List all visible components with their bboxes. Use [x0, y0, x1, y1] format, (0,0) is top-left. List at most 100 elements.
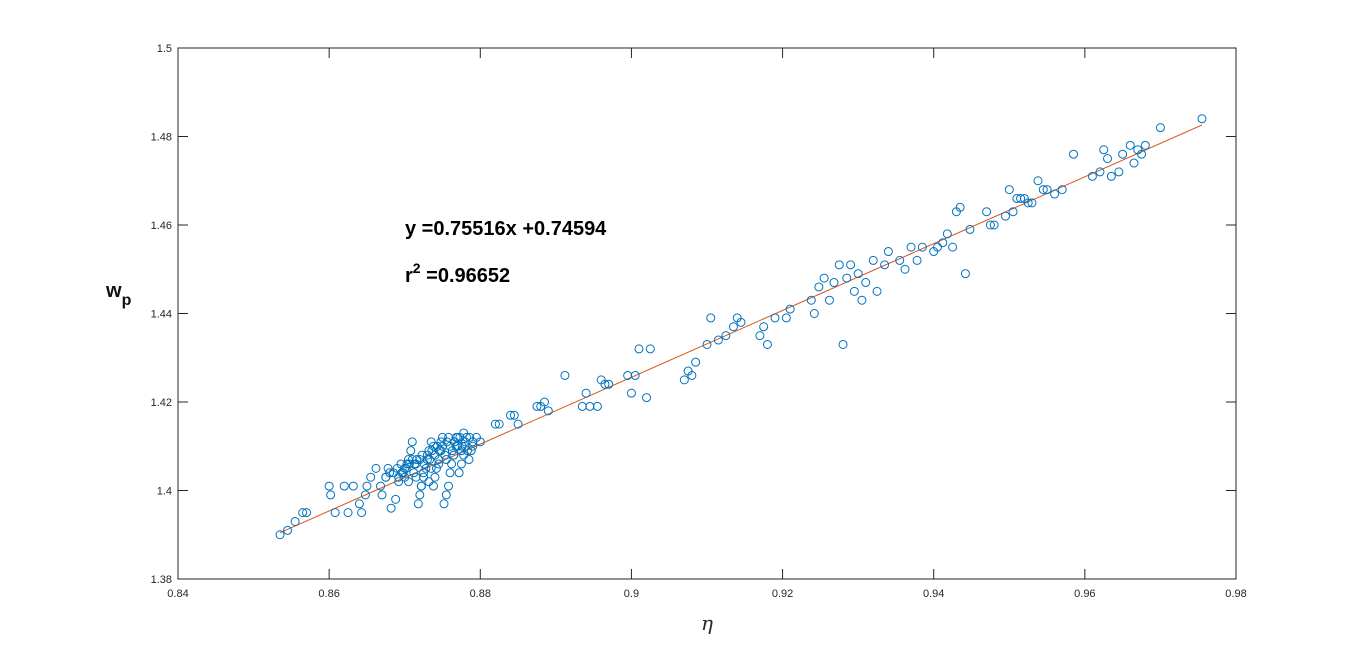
- data-point: [1033, 176, 1043, 186]
- data-point: [960, 269, 970, 279]
- x-tick-label: 0.86: [318, 588, 339, 600]
- data-point: [560, 370, 570, 380]
- data-point: [301, 508, 311, 518]
- data-point: [982, 207, 992, 217]
- data-point: [421, 463, 431, 473]
- data-point: [543, 406, 553, 416]
- r-squared-value: =0.96652: [421, 265, 511, 287]
- data-point: [385, 468, 395, 478]
- x-tick-label: 0.94: [923, 588, 944, 600]
- data-point: [829, 278, 839, 288]
- data-point: [1095, 167, 1105, 177]
- data-point: [1001, 211, 1011, 221]
- data-point: [1008, 207, 1018, 217]
- data-point: [834, 260, 844, 270]
- data-point: [459, 428, 469, 438]
- data-point: [513, 419, 523, 429]
- data-point: [394, 477, 404, 487]
- x-tick-label: 0.88: [470, 588, 491, 600]
- data-point: [781, 313, 791, 323]
- data-point: [846, 260, 856, 270]
- data-point: [1140, 140, 1150, 150]
- data-point: [451, 432, 461, 442]
- data-point: [1197, 114, 1207, 124]
- data-point: [1027, 198, 1037, 208]
- data-point: [1023, 198, 1033, 208]
- data-point: [853, 269, 863, 279]
- data-point: [509, 410, 519, 420]
- data-point: [1099, 145, 1109, 155]
- x-tick-label: 0.9: [624, 588, 639, 600]
- data-point: [814, 282, 824, 292]
- data-point: [600, 379, 610, 389]
- data-point: [642, 393, 652, 403]
- data-point: [415, 490, 425, 500]
- x-axis-label: η: [701, 611, 713, 635]
- data-point: [398, 468, 408, 478]
- data-point: [900, 264, 910, 274]
- data-point: [447, 446, 457, 456]
- data-markers: [275, 114, 1207, 540]
- data-point: [494, 419, 504, 429]
- data-point: [770, 313, 780, 323]
- data-point: [413, 499, 423, 509]
- data-point: [366, 472, 376, 482]
- data-point: [424, 477, 434, 487]
- data-point: [436, 437, 446, 447]
- y-tick-label: 1.42: [151, 397, 172, 409]
- data-point: [406, 446, 416, 456]
- y-tick-label: 1.4: [157, 486, 172, 498]
- data-point: [872, 286, 882, 296]
- data-point: [895, 255, 905, 265]
- data-point: [490, 419, 500, 429]
- data-point: [447, 459, 457, 469]
- data-point: [376, 481, 386, 491]
- data-point: [938, 238, 948, 248]
- data-point: [275, 530, 285, 540]
- tick-labels: 0.84 0.86 0.88 0.9 0.92 0.94 0.96 0.98 1.38 1.4 1.…: [151, 43, 1247, 600]
- data-point: [906, 242, 916, 252]
- data-point: [1129, 158, 1139, 168]
- data-point: [713, 335, 723, 345]
- data-point: [1155, 123, 1165, 133]
- data-point: [283, 525, 293, 535]
- y-axis-label-main: w: [105, 280, 122, 302]
- data-point: [1050, 189, 1060, 199]
- data-point: [441, 490, 451, 500]
- data-point: [410, 459, 420, 469]
- data-point: [1137, 149, 1147, 159]
- data-point: [426, 463, 436, 473]
- data-point: [439, 499, 449, 509]
- r-squared-base: r: [405, 265, 413, 287]
- data-point: [1106, 171, 1116, 181]
- data-point: [965, 224, 975, 234]
- data-point: [1057, 185, 1067, 195]
- data-point: [1042, 185, 1052, 195]
- data-point: [430, 472, 440, 482]
- data-point: [1125, 140, 1135, 150]
- data-point: [417, 450, 427, 460]
- data-point: [721, 331, 731, 341]
- data-point: [1114, 167, 1124, 177]
- data-point: [759, 322, 769, 332]
- r-squared-exponent: 2: [413, 260, 421, 276]
- data-point: [540, 397, 550, 407]
- x-tick-label: 0.98: [1225, 588, 1246, 600]
- data-point: [630, 370, 640, 380]
- data-point: [912, 255, 922, 265]
- data-point: [407, 437, 417, 447]
- data-point: [634, 344, 644, 354]
- data-point: [339, 481, 349, 491]
- data-point: [849, 286, 859, 296]
- data-point: [462, 446, 472, 456]
- data-point: [819, 273, 829, 283]
- data-point: [985, 220, 995, 230]
- data-point: [1016, 193, 1026, 203]
- data-point: [409, 468, 419, 478]
- data-point: [626, 388, 636, 398]
- data-point: [762, 339, 772, 349]
- data-point: [806, 295, 816, 305]
- y-tick-label: 1.5: [157, 43, 172, 55]
- data-point: [942, 229, 952, 239]
